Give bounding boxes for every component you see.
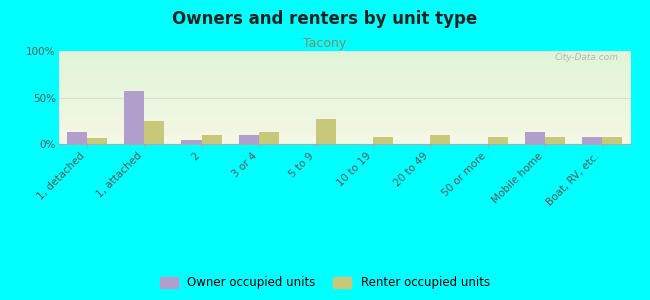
- Bar: [488, 137, 508, 144]
- Bar: [181, 140, 202, 144]
- Bar: [144, 121, 164, 144]
- Legend: Owner occupied units, Renter occupied units: Owner occupied units, Renter occupied un…: [155, 272, 495, 294]
- Bar: [545, 136, 565, 144]
- Text: City-Data.com: City-Data.com: [555, 53, 619, 62]
- Bar: [87, 138, 107, 144]
- Bar: [67, 132, 87, 144]
- Bar: [525, 132, 545, 144]
- Bar: [239, 135, 259, 144]
- Bar: [124, 91, 144, 144]
- Bar: [259, 132, 279, 144]
- Bar: [582, 137, 602, 144]
- Bar: [602, 137, 622, 144]
- Bar: [202, 135, 222, 144]
- Bar: [316, 119, 336, 144]
- Bar: [430, 135, 450, 144]
- Bar: [373, 137, 393, 144]
- Text: Owners and renters by unit type: Owners and renters by unit type: [172, 11, 478, 28]
- Text: Tacony: Tacony: [304, 38, 346, 50]
